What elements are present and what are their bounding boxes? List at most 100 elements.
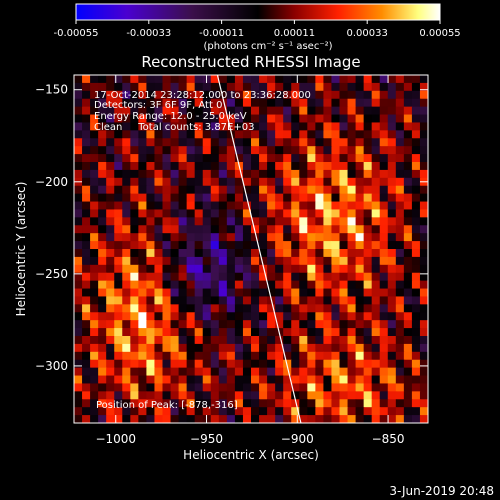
heatmap-cell — [331, 233, 341, 242]
heatmap-cell — [331, 256, 341, 266]
heatmap-cell — [234, 249, 244, 258]
heatmap-cell — [371, 343, 381, 353]
heatmap-cell — [130, 233, 139, 242]
heatmap-cell — [339, 280, 349, 290]
heatmap-cell — [379, 312, 389, 321]
heatmap-cell — [130, 114, 139, 124]
heatmap-cell — [251, 241, 260, 250]
heatmap-cell — [202, 383, 212, 392]
heatmap-cell — [251, 114, 260, 124]
heatmap-cell — [242, 280, 252, 290]
heatmap-cell — [387, 336, 397, 345]
heatmap-cell — [371, 391, 381, 400]
heatmap-cell — [291, 249, 300, 258]
heatmap-cell — [371, 185, 381, 195]
heatmap-cell — [114, 304, 123, 313]
heatmap-cell — [226, 383, 236, 392]
heatmap-cell — [299, 367, 308, 377]
heatmap-cell — [138, 264, 148, 274]
heatmap-cell — [315, 98, 325, 108]
plot-frame — [73, 74, 429, 424]
heatmap-cell — [371, 249, 381, 258]
heatmap-cell — [154, 407, 164, 416]
heatmap-cell — [74, 193, 83, 203]
heatmap-cell — [323, 256, 333, 266]
heatmap-cell — [202, 351, 212, 361]
heatmap-cell — [146, 280, 156, 290]
heatmap-cell — [291, 169, 300, 179]
heatmap-cell — [202, 264, 212, 274]
heatmap-cell — [371, 82, 381, 92]
heatmap-cell — [283, 280, 292, 290]
heatmap-cell — [371, 328, 381, 337]
heatmap-cell — [74, 343, 83, 353]
heatmap-cell — [178, 98, 188, 108]
heatmap-cell — [178, 328, 188, 337]
heatmap-cell — [106, 328, 115, 337]
heatmap-cell — [234, 320, 244, 329]
heatmap-cell — [234, 98, 244, 108]
heatmap-cell — [114, 264, 123, 274]
heatmap-cell — [218, 264, 228, 274]
heatmap-cell — [283, 241, 292, 250]
heatmap-cell — [411, 217, 421, 226]
heatmap-cell — [403, 233, 413, 242]
heatmap-cell — [90, 351, 99, 361]
heatmap-cell — [251, 280, 260, 290]
heatmap-cell — [178, 391, 188, 400]
heatmap-cell — [251, 201, 260, 211]
heatmap-cell — [419, 82, 428, 92]
heatmap-cell — [178, 264, 188, 274]
heatmap-cell — [355, 114, 365, 124]
heatmap-cell — [315, 177, 325, 187]
heatmap-cell — [226, 399, 236, 408]
heatmap-cell — [355, 122, 365, 131]
heatmap-cell — [267, 169, 276, 179]
heatmap-cell — [210, 367, 220, 377]
heatmap-cell — [74, 312, 83, 321]
heatmap-cell — [315, 217, 325, 226]
heatmap-cell — [283, 225, 292, 234]
heatmap-cell — [275, 336, 284, 345]
heatmap-cell — [355, 367, 365, 377]
heatmap-cell — [154, 383, 164, 392]
heatmap-cell — [138, 193, 148, 203]
heatmap-cell — [283, 106, 292, 116]
heatmap-cell — [106, 114, 115, 124]
heatmap-cell — [194, 320, 204, 329]
heatmap-cell — [82, 328, 91, 337]
heatmap-cell — [170, 75, 180, 84]
heatmap-cell — [130, 209, 139, 218]
heatmap-cell — [122, 359, 131, 369]
heatmap-cell — [234, 193, 244, 203]
heatmap-cell — [291, 320, 300, 329]
heatmap-cell — [371, 359, 381, 369]
heatmap-cell — [363, 225, 373, 234]
heatmap-cell — [323, 98, 333, 108]
heatmap-cell — [291, 383, 300, 392]
heatmap-cell — [419, 154, 428, 163]
heatmap-cell — [194, 225, 204, 234]
heatmap-cell — [82, 336, 91, 345]
heatmap-cell — [307, 375, 316, 385]
heatmap-cell — [90, 288, 99, 298]
heatmap-cell — [331, 193, 341, 203]
heatmap-cell — [178, 367, 188, 377]
heatmap-cell — [186, 177, 196, 187]
heatmap-cell — [419, 249, 428, 258]
heatmap-cell — [315, 162, 325, 171]
heatmap-cell — [146, 256, 156, 266]
heatmap-cell — [74, 296, 83, 305]
heatmap-cell — [411, 367, 421, 377]
heatmap-cell — [242, 146, 252, 155]
heatmap-cell — [210, 217, 220, 226]
heatmap-cell — [339, 249, 349, 258]
heatmap-cell — [106, 399, 115, 408]
heatmap-cell — [291, 328, 300, 337]
heatmap-cell — [403, 146, 413, 155]
heatmap-cell — [122, 130, 131, 139]
heatmap-cell — [90, 225, 99, 234]
heatmap-cell — [363, 256, 373, 266]
heatmap-cell — [267, 114, 276, 124]
heatmap-cell — [331, 304, 341, 313]
